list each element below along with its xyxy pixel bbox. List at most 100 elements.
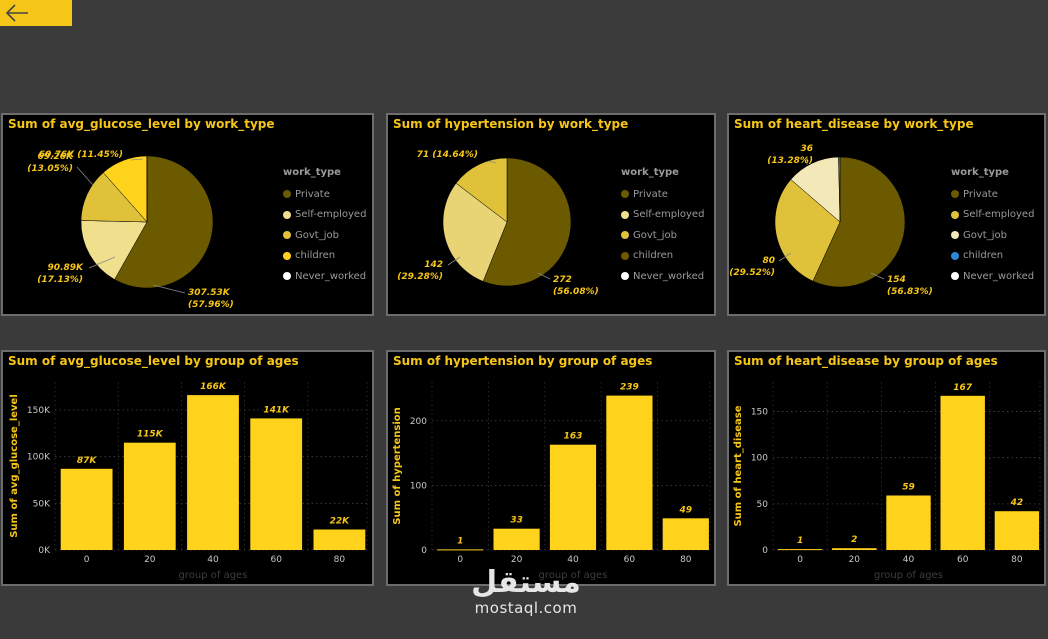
legend-item[interactable]: Self-employed <box>621 205 704 226</box>
x-tick-label: 80 <box>1011 555 1023 565</box>
back-button[interactable] <box>0 0 72 26</box>
legend-swatch <box>951 231 959 240</box>
legend-item[interactable]: Govt_job <box>621 225 704 246</box>
pie-panel-heart: Sum of heart_disease by work_type 154 (56… <box>727 113 1046 316</box>
legend-item[interactable]: Private <box>621 184 704 205</box>
bar[interactable] <box>777 549 823 551</box>
legend-swatch <box>283 210 291 219</box>
chart-title: Sum of avg_glucose_level by work_type <box>8 117 275 131</box>
legend-items: Private Self-employed Govt_job children Neve… <box>951 184 1034 287</box>
chart-title: Sum of hypertension by work_type <box>393 117 629 131</box>
pie-data-label-pct: (56.83%) <box>887 287 933 297</box>
legend-item[interactable]: children <box>283 246 366 267</box>
watermark: مستقل mostaql.com <box>458 566 594 617</box>
legend-label: children <box>963 250 1004 262</box>
pie-slice[interactable] <box>774 179 841 282</box>
pie-data-label-pct: (29.52%) <box>729 268 775 278</box>
legend-item[interactable]: Never_worked <box>283 266 366 287</box>
bar-data-label: 59 <box>902 483 915 493</box>
bar[interactable] <box>994 511 1040 550</box>
bar-data-label: 49 <box>679 505 693 515</box>
legend-swatch <box>951 251 959 260</box>
x-axis-title: group of ages <box>874 570 943 581</box>
bar[interactable] <box>832 548 877 550</box>
legend-label: Govt_job <box>963 229 1007 241</box>
pie-slice[interactable] <box>482 157 572 287</box>
chart-title: Sum of hypertension by group of ages <box>393 354 653 368</box>
pie-panel-hypertension: Sum of hypertension by work_type 272 (56.… <box>386 113 716 316</box>
bar-panel-heart: Sum of heart_disease by group of ages 0 5… <box>727 350 1046 586</box>
pie-data-label-pct: (13.05%) <box>27 164 73 174</box>
pie-slice[interactable] <box>790 156 841 223</box>
pie-slice[interactable] <box>114 155 214 289</box>
y-tick-label: 50K <box>33 499 51 509</box>
legend: work_type Private Self-employed Govt_job ch… <box>621 167 704 287</box>
legend-label: Self-employed <box>963 209 1035 221</box>
pie-slice[interactable] <box>80 172 148 223</box>
bar-panel-glucose: Sum of avg_glucose_level by group of age… <box>1 350 374 586</box>
x-tick-label: 80 <box>334 555 346 565</box>
pie-leader-line <box>152 284 186 294</box>
legend-item[interactable]: Govt_job <box>283 225 366 246</box>
legend-label: Self-employed <box>295 209 367 221</box>
legend-label: Never_worked <box>295 270 367 282</box>
bar-chart: 0K 50K 100K 150K 87K 0 115K 20 166K 40 141K 60 22K 80… <box>9 382 368 581</box>
legend-item[interactable]: Private <box>283 184 366 205</box>
x-axis-title: group of ages <box>179 570 248 581</box>
legend-item[interactable]: Self-employed <box>283 205 366 226</box>
legend-swatch <box>283 272 291 281</box>
legend-label: Self-employed <box>633 209 705 221</box>
bar-data-label: 42 <box>1010 498 1024 508</box>
legend-label: Govt_job <box>295 229 339 241</box>
legend-item[interactable]: Private <box>951 184 1034 205</box>
legend-item[interactable]: Govt_job <box>951 225 1034 246</box>
bar[interactable] <box>549 444 597 550</box>
legend-item[interactable]: Never_worked <box>621 266 704 287</box>
pie-data-label: 71 (14.64%) <box>417 150 478 160</box>
legend-item[interactable]: Never_worked <box>951 266 1034 287</box>
bar[interactable] <box>313 529 366 551</box>
bar[interactable] <box>493 528 540 550</box>
y-tick-label: 0 <box>421 546 427 556</box>
bar-data-label: 1 <box>457 536 463 546</box>
bar-chart: 0 100 200 1 0 33 20 163 40 239 60 49 80 group of ages… <box>392 382 711 581</box>
bar[interactable] <box>187 395 239 550</box>
pie-slice[interactable] <box>455 157 508 223</box>
bar[interactable] <box>123 442 176 550</box>
bar[interactable] <box>60 468 113 550</box>
legend-title: work_type <box>283 167 341 178</box>
legend-item[interactable]: Self-employed <box>951 205 1034 226</box>
pie-leader-line <box>537 272 551 280</box>
legend-swatch <box>951 272 959 281</box>
bar-data-label: 22K <box>330 517 351 527</box>
pie-data-label: 69.26K <box>38 152 74 162</box>
pie-leader-line <box>88 256 116 269</box>
bar-data-label: 167 <box>953 383 973 393</box>
bar[interactable] <box>437 549 484 551</box>
bar[interactable] <box>886 495 931 551</box>
legend-swatch <box>621 190 629 199</box>
legend-swatch <box>283 190 291 199</box>
pie-chart: 272 (56.08%) 142 (29.28%) 71 (14.64%) <box>397 150 598 297</box>
pie-panel-glucose: Sum of avg_glucose_level by work_type 30… <box>1 113 374 316</box>
legend-label: Never_worked <box>963 270 1035 282</box>
y-tick-label: 0K <box>38 546 51 556</box>
pie-slice[interactable] <box>442 182 508 282</box>
bar[interactable] <box>940 395 985 550</box>
y-axis-title: Sum of heart_disease <box>733 405 744 526</box>
x-tick-label: 20 <box>144 555 156 565</box>
bar-data-label: 166K <box>200 382 227 392</box>
pie-slice[interactable] <box>812 156 906 288</box>
x-axis-title: group of ages <box>539 570 608 581</box>
legend-item[interactable]: children <box>951 246 1034 267</box>
pie-slice[interactable] <box>838 156 841 223</box>
pie-data-label: 272 <box>553 275 572 285</box>
bar[interactable] <box>250 418 303 550</box>
bar[interactable] <box>662 518 709 550</box>
legend: work_type Private Self-employed Govt_job ch… <box>951 167 1034 287</box>
bar[interactable] <box>606 395 653 550</box>
y-tick-label: 200 <box>410 417 427 427</box>
x-tick-label: 60 <box>270 555 282 565</box>
legend-item[interactable]: children <box>621 246 704 267</box>
